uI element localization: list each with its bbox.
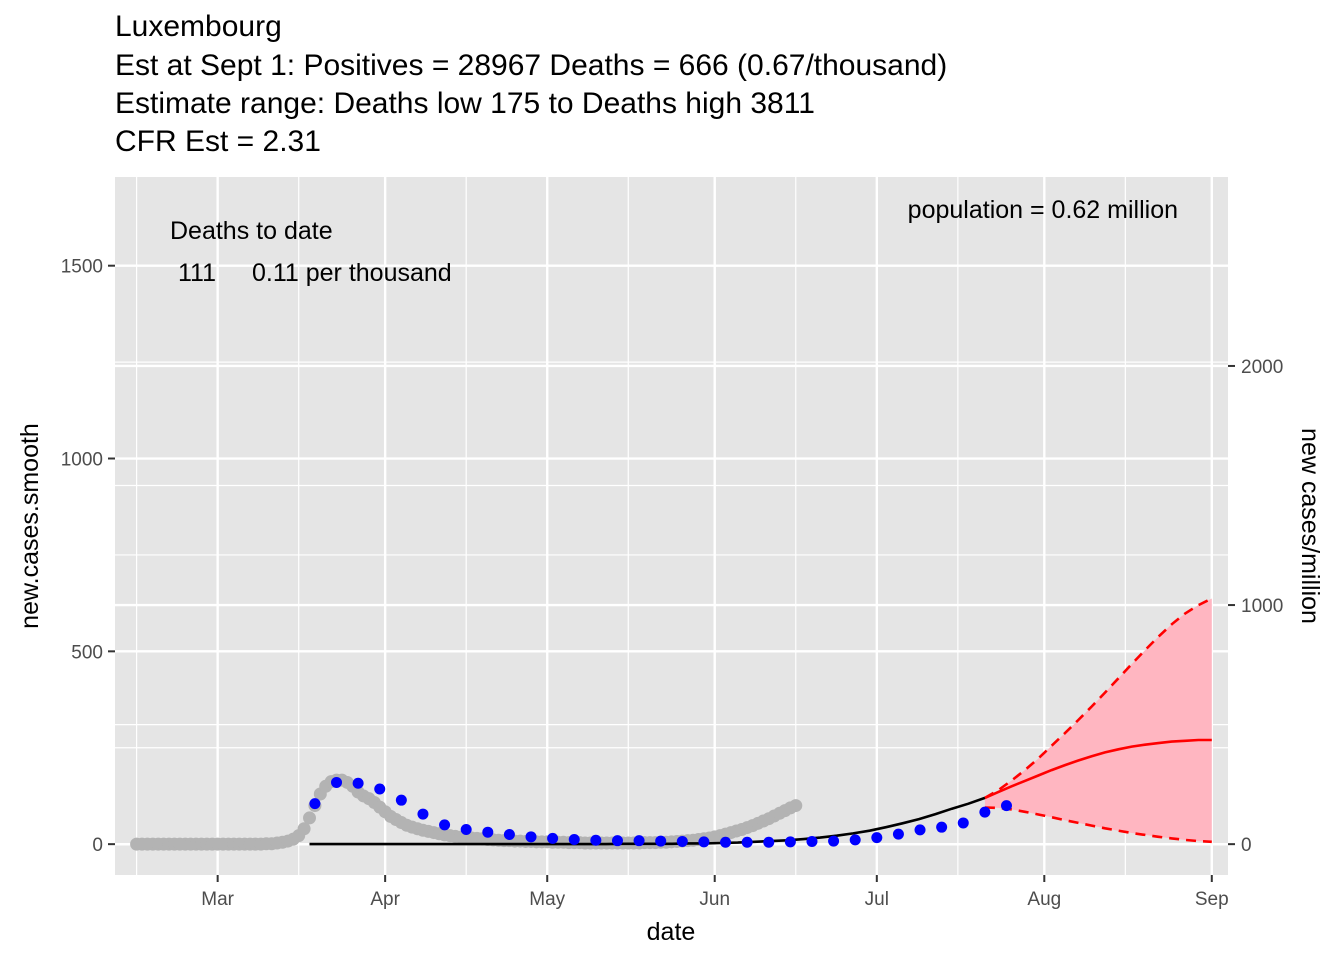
raw-point bbox=[303, 811, 317, 825]
smooth-point bbox=[849, 834, 861, 846]
y-tick-label: 1500 bbox=[61, 257, 103, 278]
deaths-heading: Deaths to date bbox=[170, 217, 333, 245]
smooth-point bbox=[957, 817, 969, 829]
smooth-point bbox=[979, 806, 991, 818]
smooth-point bbox=[914, 824, 926, 836]
smooth-point bbox=[633, 835, 645, 847]
raw-point bbox=[789, 799, 803, 813]
smooth-point bbox=[1000, 800, 1012, 812]
smooth-point bbox=[417, 808, 429, 820]
x-tick-label: Sep bbox=[1195, 889, 1229, 910]
smooth-point bbox=[828, 835, 840, 847]
x-tick-label: Mar bbox=[201, 889, 234, 910]
title-estimate: Est at Sept 1: Positives = 28967 Deaths … bbox=[115, 49, 948, 82]
forecast-band bbox=[984, 598, 1212, 842]
smooth-point bbox=[525, 831, 537, 843]
y2-tick-label: 0 bbox=[1241, 835, 1252, 856]
smooth-point bbox=[763, 836, 775, 848]
forecast-low-line bbox=[984, 806, 1212, 844]
smooth-point bbox=[784, 836, 796, 848]
x-tick-label: May bbox=[529, 889, 565, 910]
y2-tick-label: 2000 bbox=[1241, 357, 1283, 378]
forecast-mid-line bbox=[984, 738, 1212, 800]
x-tick-label: Apr bbox=[370, 889, 400, 910]
x-axis-title: date bbox=[647, 918, 696, 946]
smooth-point bbox=[547, 832, 559, 844]
smooth-point bbox=[309, 798, 321, 810]
smooth-point bbox=[936, 821, 948, 833]
smooth-point bbox=[352, 777, 364, 789]
forecast-layer bbox=[984, 597, 1213, 844]
smooth-point bbox=[871, 832, 883, 844]
smooth-point bbox=[395, 794, 407, 806]
fit-line bbox=[309, 796, 986, 846]
title-cfr: CFR Est = 2.31 bbox=[115, 125, 321, 158]
deaths-count: 111 bbox=[178, 259, 216, 287]
title-range: Estimate range: Deaths low 175 to Deaths… bbox=[115, 87, 815, 120]
axis-layer: 0 500 1000 1500 0 1000 2000 Mar Apr May Jun Jul Aug S… bbox=[61, 257, 1284, 910]
smooth-point bbox=[568, 834, 580, 846]
raw-point bbox=[297, 822, 311, 836]
smooth-point bbox=[741, 836, 753, 848]
y-tick-label: 1000 bbox=[61, 450, 103, 471]
x-tick-label: Jun bbox=[699, 889, 730, 910]
smooth-point bbox=[374, 783, 386, 795]
x-tick-label: Aug bbox=[1027, 889, 1061, 910]
smooth-point bbox=[482, 826, 494, 838]
forecast-high-line bbox=[984, 597, 1213, 800]
population-label: population = 0.62 million bbox=[908, 196, 1178, 224]
smooth-point bbox=[590, 834, 602, 846]
smooth-point bbox=[503, 829, 515, 841]
smooth-point bbox=[892, 828, 904, 840]
smooth-point bbox=[611, 835, 623, 847]
deaths-per-thousand: 0.11 per thousand bbox=[252, 259, 452, 287]
smooth-point bbox=[439, 819, 451, 831]
smooth-point bbox=[655, 835, 667, 847]
smooth-point bbox=[676, 835, 688, 847]
smooth-point bbox=[460, 823, 472, 835]
title-country: Luxembourg bbox=[115, 10, 282, 43]
smooth-point bbox=[698, 836, 710, 848]
y-tick-label: 500 bbox=[71, 642, 103, 663]
y2-tick-label: 1000 bbox=[1241, 596, 1283, 617]
y-tick-label: 0 bbox=[92, 835, 103, 856]
y2-axis-title: new cases/million bbox=[1296, 428, 1324, 624]
smooth-point bbox=[331, 776, 343, 788]
grid-major bbox=[115, 177, 1228, 875]
smooth-point bbox=[806, 835, 818, 847]
x-tick-label: Jul bbox=[865, 889, 889, 910]
smooth-point bbox=[720, 836, 732, 848]
y-axis-title: new.cases.smooth bbox=[16, 423, 44, 629]
fit-layer bbox=[309, 796, 986, 846]
smooth-points-layer bbox=[309, 776, 1012, 848]
